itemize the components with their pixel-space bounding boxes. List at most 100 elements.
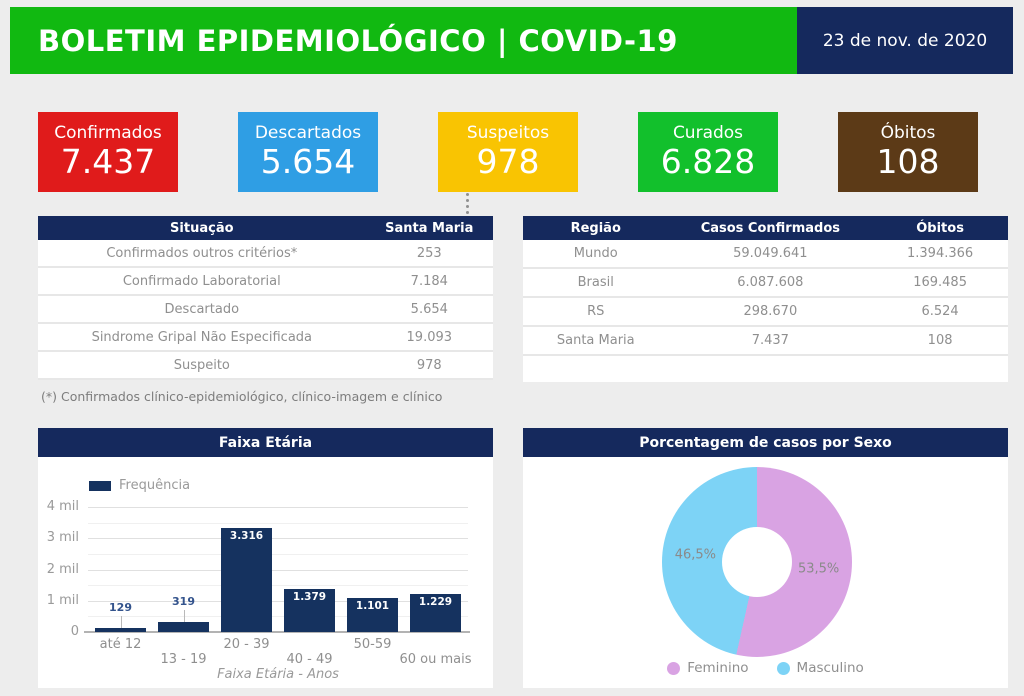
report-date: 23 de nov. de 2020 xyxy=(797,7,1013,74)
more-dots-icon[interactable] xyxy=(466,193,469,214)
column-header-regia-o: Região xyxy=(570,220,621,236)
table-cell: 6.087.608 xyxy=(737,275,804,290)
table-cell: 5.654 xyxy=(410,301,448,317)
y-tick-label: 0 xyxy=(70,624,79,639)
legend-item-masculino: Masculino xyxy=(776,660,864,676)
gridline xyxy=(88,553,468,555)
stat-card-curados[interactable]: Curados 6.828 xyxy=(638,112,778,192)
legend-label: Frequência xyxy=(119,478,191,493)
y-tick-label: 4 mil xyxy=(46,499,79,514)
table-row[interactable]: Descartado 5.654 xyxy=(38,296,493,324)
table-header: Situação Santa Maria xyxy=(38,216,493,240)
legend-dot-icon xyxy=(667,661,681,675)
bar-20-39[interactable] xyxy=(221,528,272,632)
card-label: Confirmados xyxy=(54,123,162,144)
table-cell: 169.485 xyxy=(913,275,967,290)
table-cell: 253 xyxy=(416,245,442,261)
stat-card-confirmados[interactable]: Confirmados 7.437 xyxy=(38,112,178,192)
table-row[interactable]: Confirmado Laboratorial 7.184 xyxy=(38,268,493,296)
table-cell: 59.049.641 xyxy=(733,246,808,261)
donut-hole xyxy=(722,527,792,597)
card-value: 7.437 xyxy=(60,142,156,182)
gridline xyxy=(88,507,468,508)
bar-value-label: 319 xyxy=(172,595,195,608)
x-tick-label: 20 - 39 xyxy=(223,637,270,652)
donut-chart-title: Porcentagem de casos por Sexo xyxy=(523,428,1008,457)
table-cell: Suspeito xyxy=(173,357,230,373)
donut-chart[interactable]: 53,5% 46,5% xyxy=(662,467,852,657)
bar-40-49[interactable] xyxy=(284,589,335,632)
column-header-o-bitos: Óbitos xyxy=(916,220,964,236)
table-row[interactable]: Santa Maria 7.437 108 xyxy=(523,327,1008,356)
x-tick-label: 60 ou mais xyxy=(399,652,472,667)
x-tick-label: 13 - 19 xyxy=(160,652,207,667)
table-cell: 298.670 xyxy=(743,304,798,319)
gridline xyxy=(88,585,468,587)
bar-value-label: 129 xyxy=(109,601,132,614)
legend-swatch-icon xyxy=(89,480,111,491)
bar-60-ou-mais[interactable] xyxy=(410,594,461,632)
table-cell: 978 xyxy=(416,357,442,373)
x-tick-label: 40 - 49 xyxy=(286,652,333,667)
legend-label: Masculino xyxy=(796,660,864,676)
table-cell: Confirmado Laboratorial xyxy=(122,273,281,289)
legend-label: Feminino xyxy=(687,660,749,676)
stat-card-suspeitos[interactable]: Suspeitos 978 xyxy=(438,112,578,192)
card-label: Óbitos xyxy=(880,123,936,144)
column-header-casos-confirmados: Casos Confirmados xyxy=(700,220,840,236)
donut-slice-label-feminino: 53,5% xyxy=(797,561,840,577)
bar-ate-12[interactable] xyxy=(95,628,146,632)
y-tick-label: 2 mil xyxy=(46,561,79,577)
table-cell: 6.524 xyxy=(921,304,959,319)
faixa-etaria-chart-panel: Faixa Etária Frequência 4 mil 3 mil 2 mil 1… xyxy=(38,428,493,688)
y-tick-label: 3 mil xyxy=(46,530,79,546)
callout-stem xyxy=(120,616,122,628)
column-header-santa-maria: Santa Maria xyxy=(385,220,474,236)
table-cell: Descartado xyxy=(164,301,240,317)
bar-value-label: 1.101 xyxy=(355,600,390,612)
bar-chart-legend: Frequência xyxy=(89,478,190,493)
table-cell: 7.184 xyxy=(410,273,448,289)
card-label: Suspeitos xyxy=(466,123,550,144)
table-cell: Mundo xyxy=(573,246,618,261)
table-row[interactable]: Confirmados outros critérios* 253 xyxy=(38,240,493,268)
bar-13-19[interactable] xyxy=(158,622,209,632)
table-cell: 7.437 xyxy=(751,333,789,348)
donut-slice-label-masculino: 46,5% xyxy=(674,547,717,563)
regiao-table: Região Casos Confirmados Óbitos Mundo 59.049… xyxy=(523,216,1008,382)
table-row[interactable]: Mundo 59.049.641 1.394.366 xyxy=(523,240,1008,269)
table-cell: Sindrome Gripal Não Especificada xyxy=(91,329,313,345)
table-row[interactable]: Suspeito 978 xyxy=(38,352,493,380)
gridline xyxy=(88,600,468,602)
card-label: Descartados xyxy=(254,123,362,144)
card-label: Curados xyxy=(672,123,744,144)
card-value: 5.654 xyxy=(260,142,356,182)
table-row[interactable]: RS 298.670 6.524 xyxy=(523,298,1008,327)
bar-50-59[interactable] xyxy=(347,598,398,632)
table-row[interactable]: Sindrome Gripal Não Especificada 19.093 xyxy=(38,324,493,352)
legend-item-feminino: Feminino xyxy=(667,660,749,676)
gridline xyxy=(88,538,468,540)
legend-dot-icon xyxy=(776,661,790,675)
table-row[interactable]: Brasil 6.087.608 169.485 xyxy=(523,269,1008,298)
column-header-situac-a-o: Situação xyxy=(170,220,234,236)
header-banner: BOLETIM EPIDEMIOLÓGICO | COVID-19 xyxy=(10,7,797,74)
x-tick-label: até 12 xyxy=(99,637,142,652)
card-value: 108 xyxy=(876,142,940,182)
callout-stem xyxy=(183,610,185,622)
stat-cards: Confirmados 7.437 Descartados 5.654 Suspeito… xyxy=(38,112,978,192)
table-header: Região Casos Confirmados Óbitos xyxy=(523,216,1008,240)
bar-value-label: 3.316 xyxy=(229,530,264,542)
x-tick-label: 50-59 xyxy=(353,637,392,652)
x-axis-line xyxy=(84,631,470,633)
card-value: 6.828 xyxy=(660,142,756,182)
table-cell: Santa Maria xyxy=(556,333,635,348)
stat-card-o-bitos[interactable]: Óbitos 108 xyxy=(838,112,978,192)
stat-card-descartados[interactable]: Descartados 5.654 xyxy=(238,112,378,192)
situacao-table: Situação Santa Maria Confirmados outros cr… xyxy=(38,216,493,380)
page-title: BOLETIM EPIDEMIOLÓGICO | COVID-19 xyxy=(38,23,678,58)
card-value: 978 xyxy=(476,142,540,182)
table-cell: Confirmados outros critérios* xyxy=(106,245,298,261)
table-body: Confirmados outros critérios* 253 Confirma… xyxy=(38,240,493,380)
